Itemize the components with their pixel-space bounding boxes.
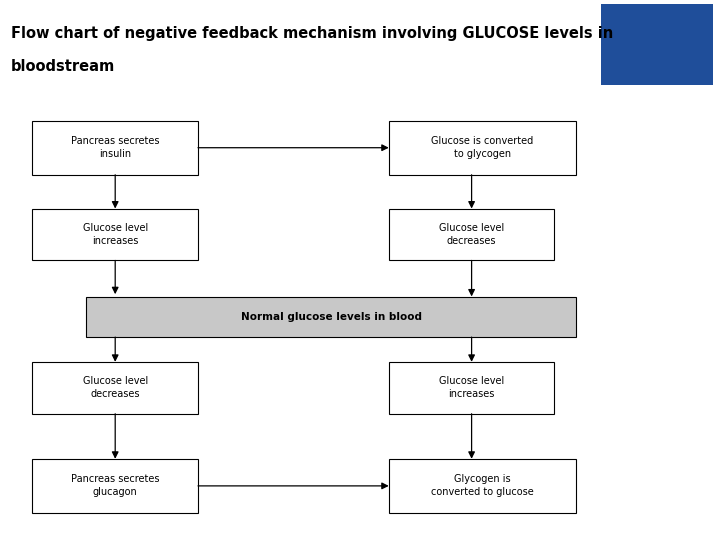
Bar (389, 120, 576, 175)
Text: Flow chart of negative feedback mechanism involving GLUCOSE levels in: Flow chart of negative feedback mechanis… (11, 26, 613, 42)
Bar (32, 459, 198, 513)
Text: Glucose level
decreases: Glucose level decreases (83, 376, 148, 400)
Text: Glucose level
increases: Glucose level increases (83, 223, 148, 246)
Bar (601, 4, 713, 85)
Bar (389, 459, 576, 513)
Bar (86, 296, 576, 337)
Text: Glucose is converted
to glycogen: Glucose is converted to glycogen (431, 136, 534, 159)
Text: Pancreas secretes
glucagon: Pancreas secretes glucagon (71, 474, 159, 497)
Bar (32, 362, 198, 414)
Bar (389, 208, 554, 260)
Text: Normal glucose levels in blood: Normal glucose levels in blood (240, 312, 422, 322)
Bar (32, 120, 198, 175)
Bar (32, 208, 198, 260)
Bar (389, 362, 554, 414)
Text: Glucose level
increases: Glucose level increases (439, 376, 504, 400)
Text: bloodstream: bloodstream (11, 59, 115, 75)
Text: Pancreas secretes
insulin: Pancreas secretes insulin (71, 136, 159, 159)
Text: Glycogen is
converted to glucose: Glycogen is converted to glucose (431, 474, 534, 497)
Text: Glucose level
decreases: Glucose level decreases (439, 223, 504, 246)
